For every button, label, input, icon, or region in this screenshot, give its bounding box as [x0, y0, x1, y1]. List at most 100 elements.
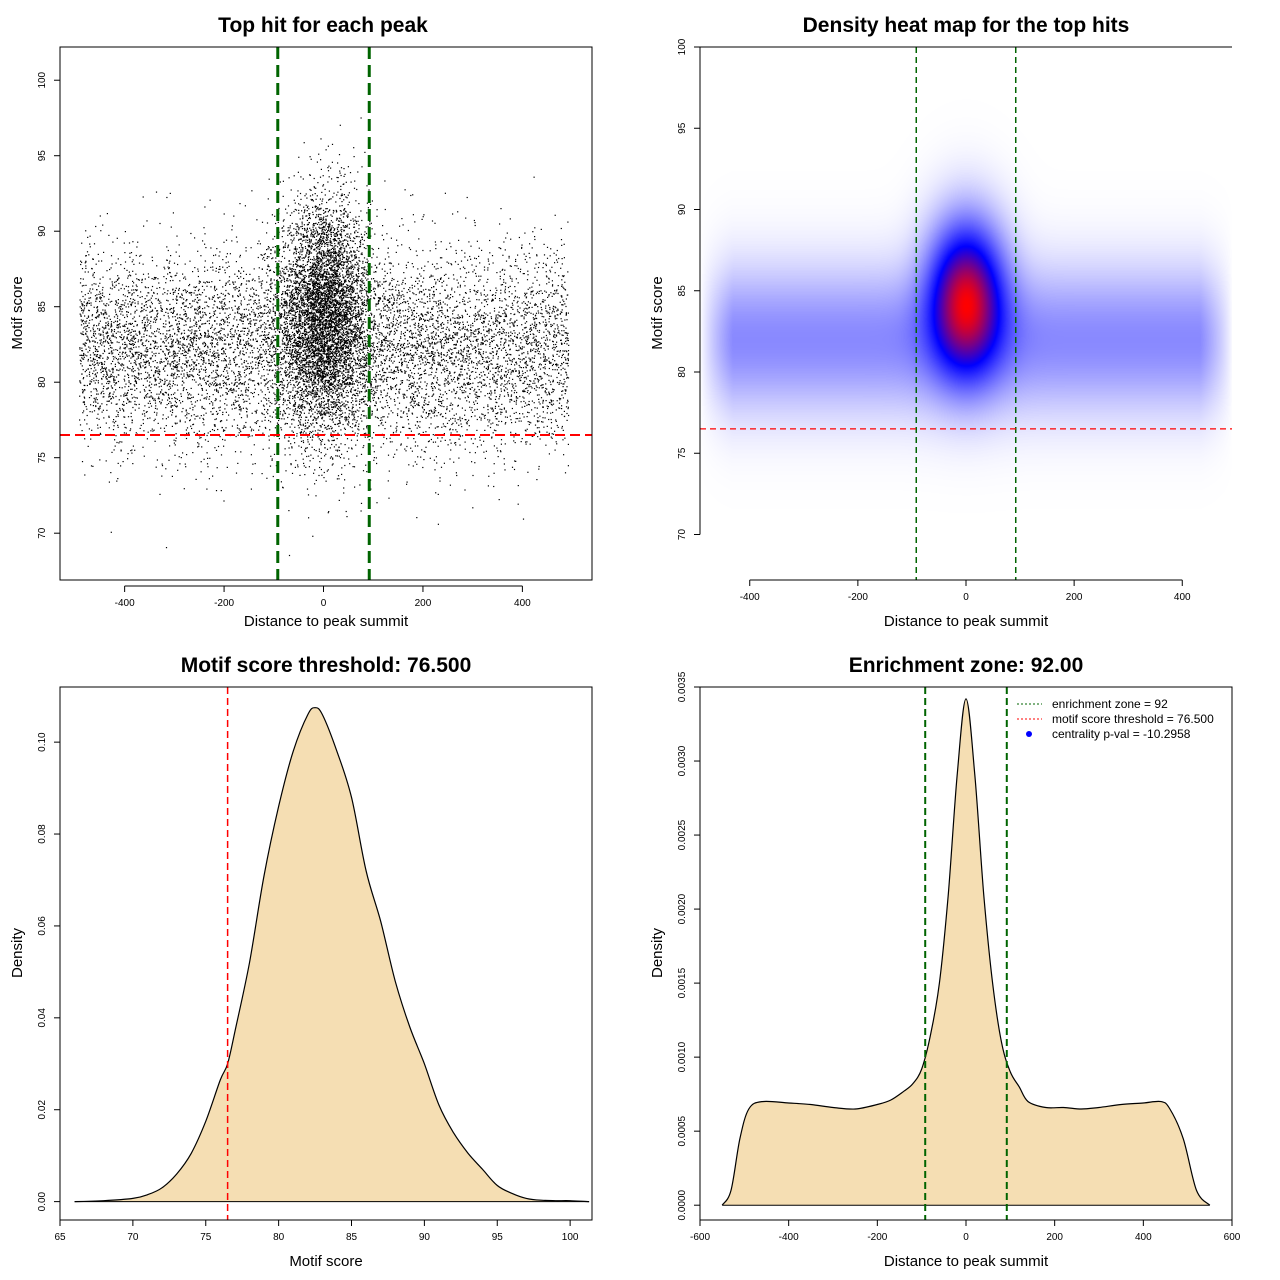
scatter-point: [319, 334, 321, 336]
scatter-point: [358, 250, 360, 252]
scatter-point: [378, 300, 380, 302]
scatter-point: [322, 313, 324, 315]
scatter-point: [317, 293, 319, 295]
scatter-point: [329, 240, 331, 242]
scatter-point: [316, 246, 318, 249]
scatter-point: [333, 304, 335, 306]
scatter-point: [306, 427, 308, 429]
scatter-point: [313, 368, 315, 370]
scatter-point: [306, 322, 308, 324]
scatter-point: [321, 191, 323, 193]
scatter-point: [309, 262, 312, 264]
scatter-point: [361, 236, 363, 238]
scatter-point: [323, 227, 325, 229]
scatter-point: [345, 392, 347, 394]
scatter-point: [301, 225, 303, 227]
scatter-point: [318, 307, 320, 309]
scatter-point: [336, 394, 338, 396]
scatter-point: [331, 270, 333, 272]
scatter-point: [285, 328, 287, 330]
scatter-point: [315, 250, 317, 252]
scatter-point: [281, 368, 283, 370]
scatter-point: [314, 327, 316, 329]
scatter-point: [298, 227, 300, 229]
scatter-point: [353, 289, 355, 291]
scatter-point: [313, 243, 315, 245]
scatter-point: [350, 251, 352, 253]
scatter-point: [348, 357, 350, 359]
scatter-point: [274, 353, 276, 355]
scatter-point: [293, 303, 295, 305]
scatter-point: [316, 161, 318, 163]
scatter-point: [328, 511, 330, 513]
scatter-point: [336, 401, 338, 403]
scatter-point: [317, 264, 319, 266]
scatter-point: [315, 395, 317, 397]
scatter-point: [318, 245, 320, 248]
scatter-point: [338, 308, 340, 310]
scatter-point: [298, 322, 301, 324]
scatter-point: [288, 314, 290, 316]
scatter-point: [305, 353, 307, 355]
scatter-point: [355, 299, 357, 302]
scatter-point: [293, 413, 295, 415]
scatter-point: [306, 428, 308, 430]
scatter-point: [313, 235, 315, 237]
scatter-point: [349, 328, 351, 330]
scatter-point: [344, 173, 346, 175]
scatter-point: [294, 361, 296, 363]
scatter-point: [300, 266, 302, 268]
scatter-point: [269, 300, 271, 302]
scatter-point: [339, 172, 341, 174]
scatter-point: [284, 317, 286, 319]
scatter-point: [306, 337, 308, 339]
scatter-point: [362, 262, 364, 264]
scatter-point: [348, 271, 350, 273]
scatter-point: [318, 226, 320, 228]
scatter-point: [303, 257, 305, 259]
scatter-point: [309, 213, 311, 215]
scatter-point: [299, 398, 301, 400]
scatter-point: [344, 464, 346, 467]
scatter-point: [329, 387, 331, 389]
scatter-point: [328, 273, 330, 275]
scatter-point: [274, 364, 276, 366]
scatter-point: [346, 296, 348, 298]
scatter-point: [334, 335, 336, 337]
scatter-point: [337, 423, 339, 425]
scatter-point: [311, 446, 313, 448]
scatter-point: [342, 267, 344, 269]
scatter-point: [342, 344, 345, 346]
scatter-point: [368, 189, 370, 191]
scatter-point: [363, 234, 366, 236]
scatter-point: [296, 391, 298, 393]
scatter-point: [305, 466, 307, 468]
scatter-point: [298, 209, 300, 211]
scatter-point: [303, 322, 305, 324]
scatter-point: [334, 380, 336, 383]
scatter-point: [303, 430, 305, 432]
scatter-point: [276, 297, 278, 299]
scatter-point: [316, 195, 318, 197]
scatter-point: [301, 345, 303, 348]
scatter-point: [323, 407, 325, 409]
scatter-point: [289, 292, 291, 294]
scatter-point: [320, 398, 322, 400]
scatter-point: [321, 278, 324, 280]
scatter-point: [319, 296, 321, 298]
scatter-point: [318, 267, 320, 269]
scatter-point: [324, 335, 326, 337]
scatter-point: [326, 335, 328, 337]
scatter-point: [376, 303, 378, 305]
scatter-point: [337, 268, 339, 270]
scatter-point: [339, 262, 342, 264]
scatter-point: [314, 322, 316, 324]
scatter-point: [374, 387, 376, 389]
scatter-point: [347, 215, 349, 217]
scatter-points: [79, 117, 570, 557]
scatter-point: [294, 287, 296, 289]
scatter-point: [349, 360, 351, 362]
scatter-point: [336, 292, 338, 294]
scatter-point: [358, 310, 360, 312]
scatter-point: [340, 314, 342, 316]
